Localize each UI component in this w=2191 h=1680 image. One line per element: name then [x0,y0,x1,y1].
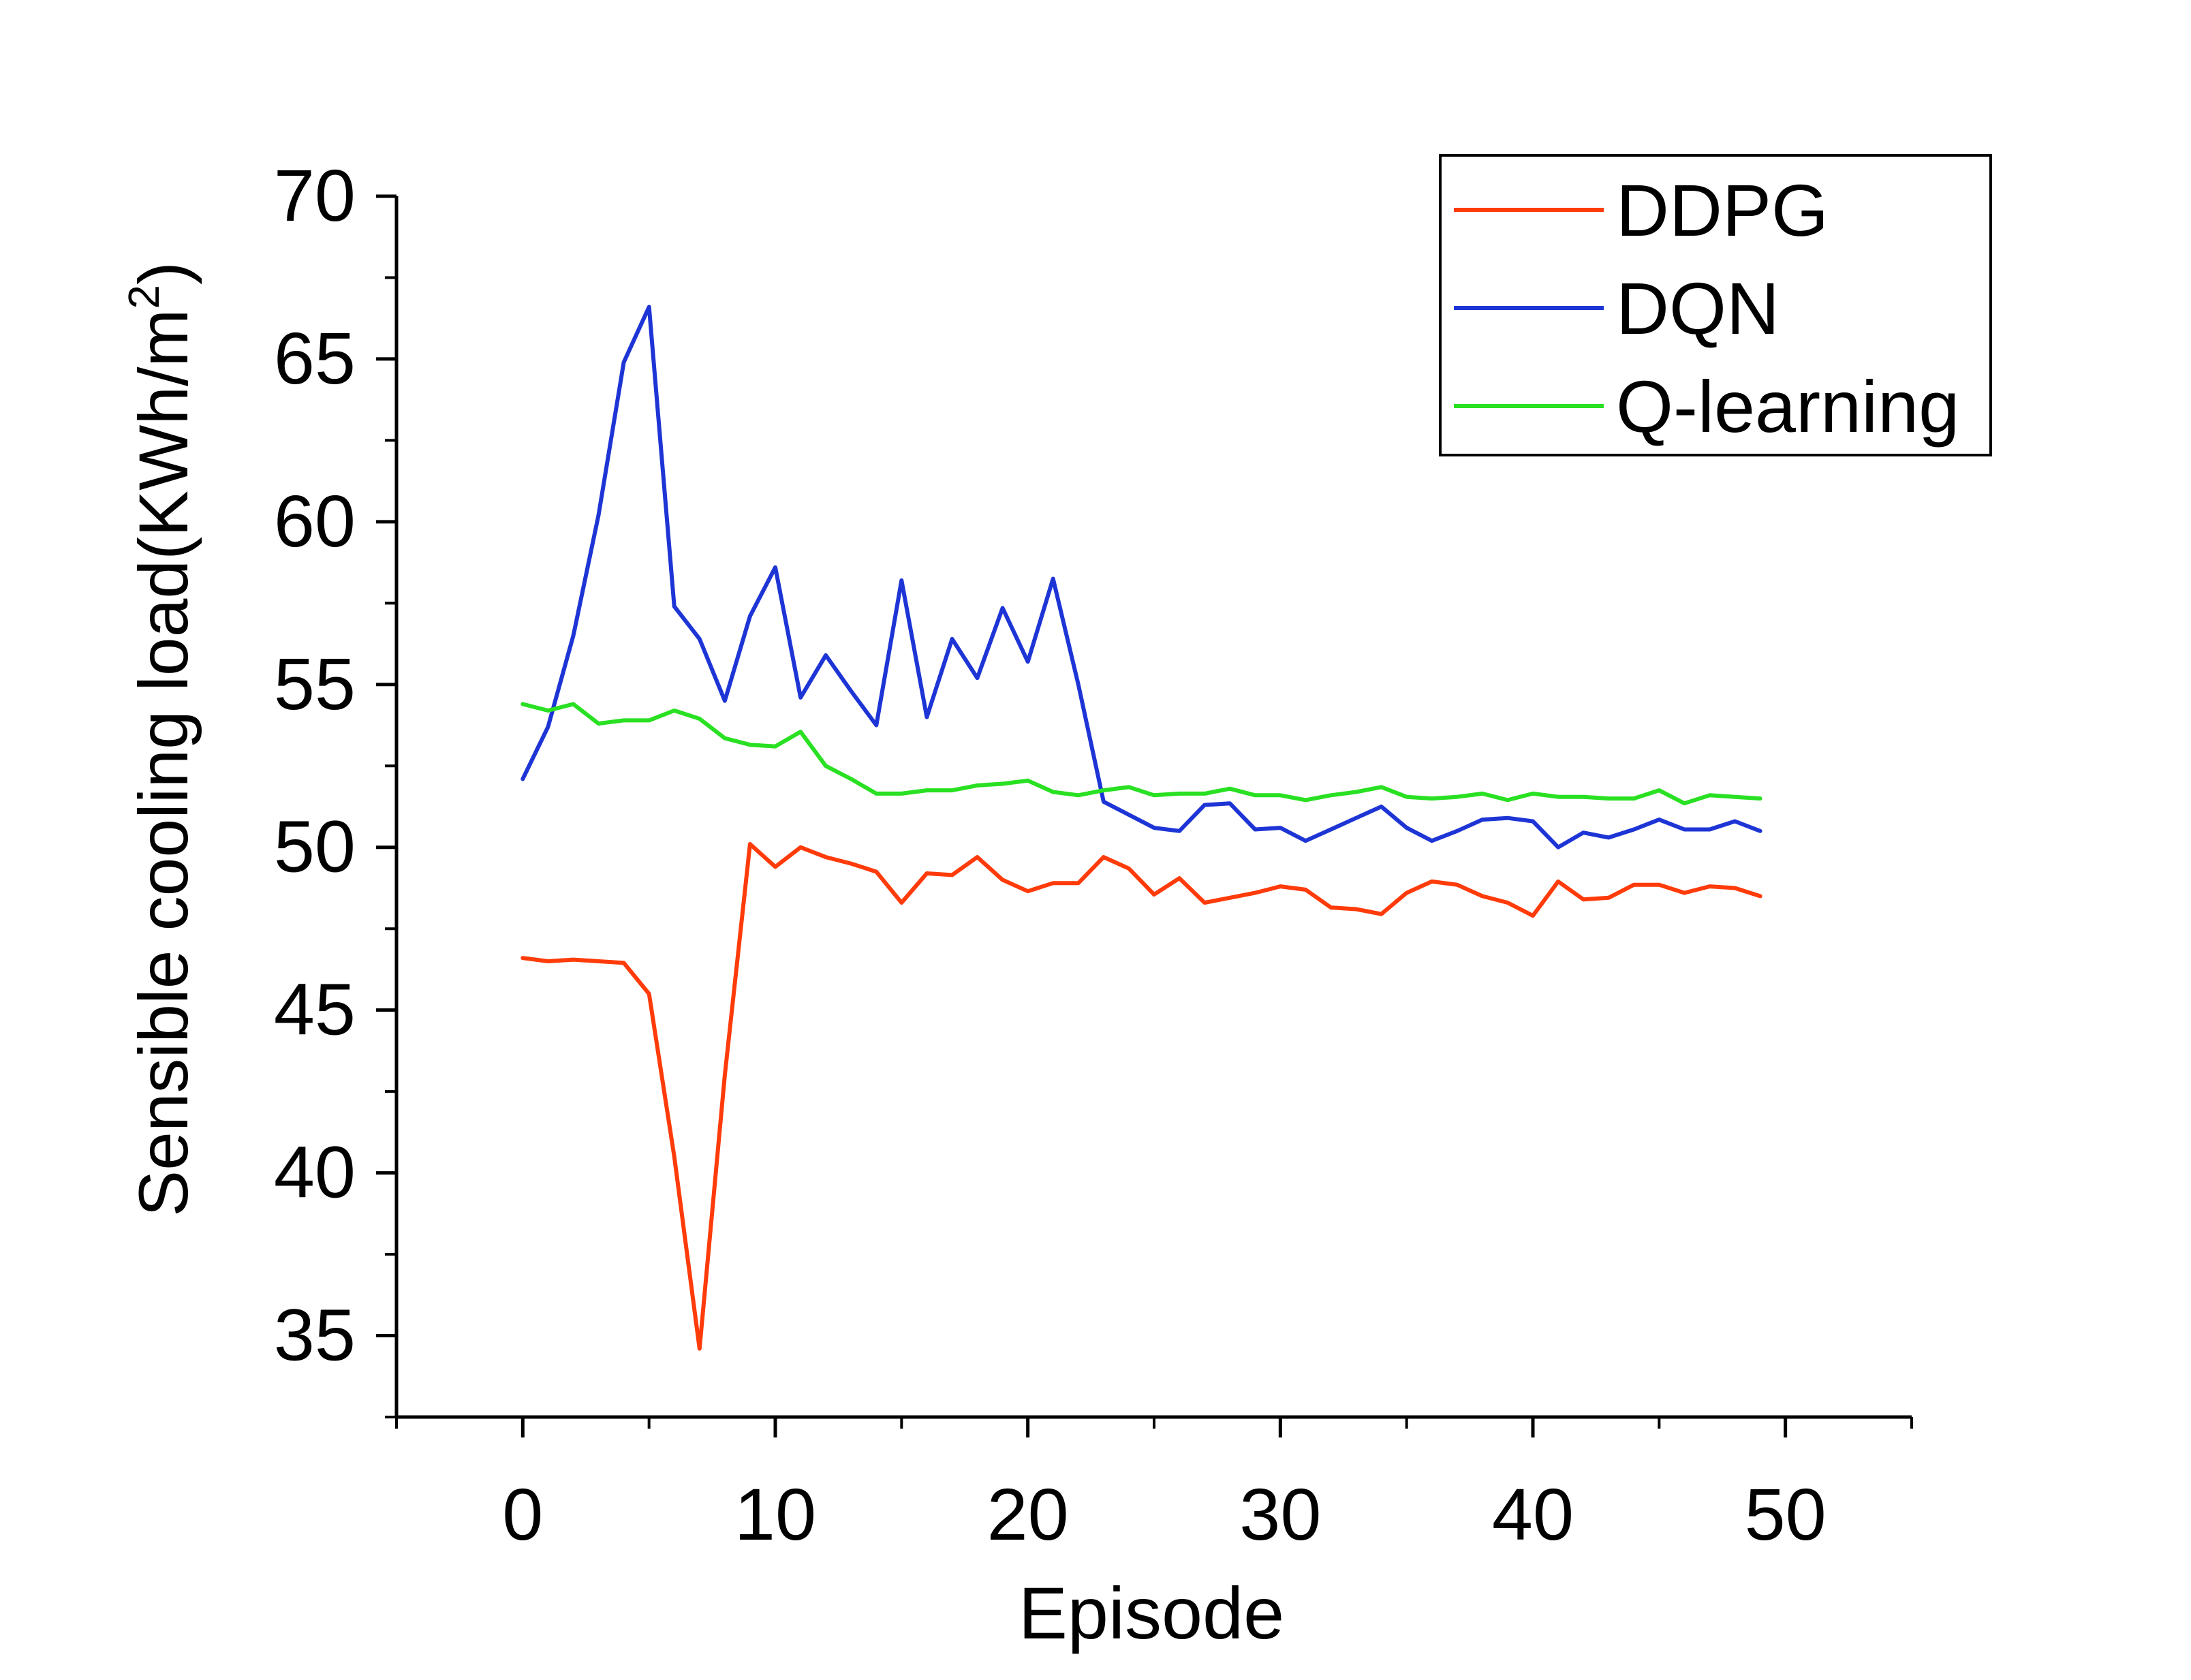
y-tick-label: 45 [274,968,356,1051]
y-axis-label-suffix: ) [125,262,202,285]
y-tick-label: 50 [274,805,356,888]
series-lines [520,305,1762,1351]
y-tick-label: 40 [274,1131,356,1213]
legend-label: Q-learning [1616,365,1959,448]
axes: 35 40 45 50 55 60 65 70 0 10 20 30 40 50 [274,154,1913,1555]
y-tick-label: 35 [274,1294,356,1376]
y-tick-label: 70 [274,154,356,236]
y-tick-label: 55 [274,642,356,725]
legend-label: DDPG [1616,169,1829,251]
legend: DDPG DQN Q-learning [1439,154,1992,456]
y-tick-label: 60 [274,480,356,562]
y-axis-label-main: Sensible cooling load(KWh/m [125,309,202,1217]
y-axis-label-superscript: 2 [119,285,168,309]
x-tick-label: 30 [1239,1473,1321,1555]
x-tick-label: 40 [1492,1473,1574,1555]
x-tick-label: 10 [734,1473,816,1555]
y-axis-label: Sensible cooling load(KWh/m2) [119,262,202,1217]
x-tick-label: 50 [1745,1473,1827,1555]
series-line-dqn [520,305,1762,850]
x-axis-label: Episode [1019,1572,1284,1654]
legend-label: DQN [1616,267,1780,349]
series-line-ddpg [520,842,1762,1351]
y-tick-label: 65 [274,317,356,399]
x-tick-label: 20 [987,1473,1069,1555]
x-tick-label: 0 [502,1473,543,1555]
series-line-q-learning [520,702,1762,806]
